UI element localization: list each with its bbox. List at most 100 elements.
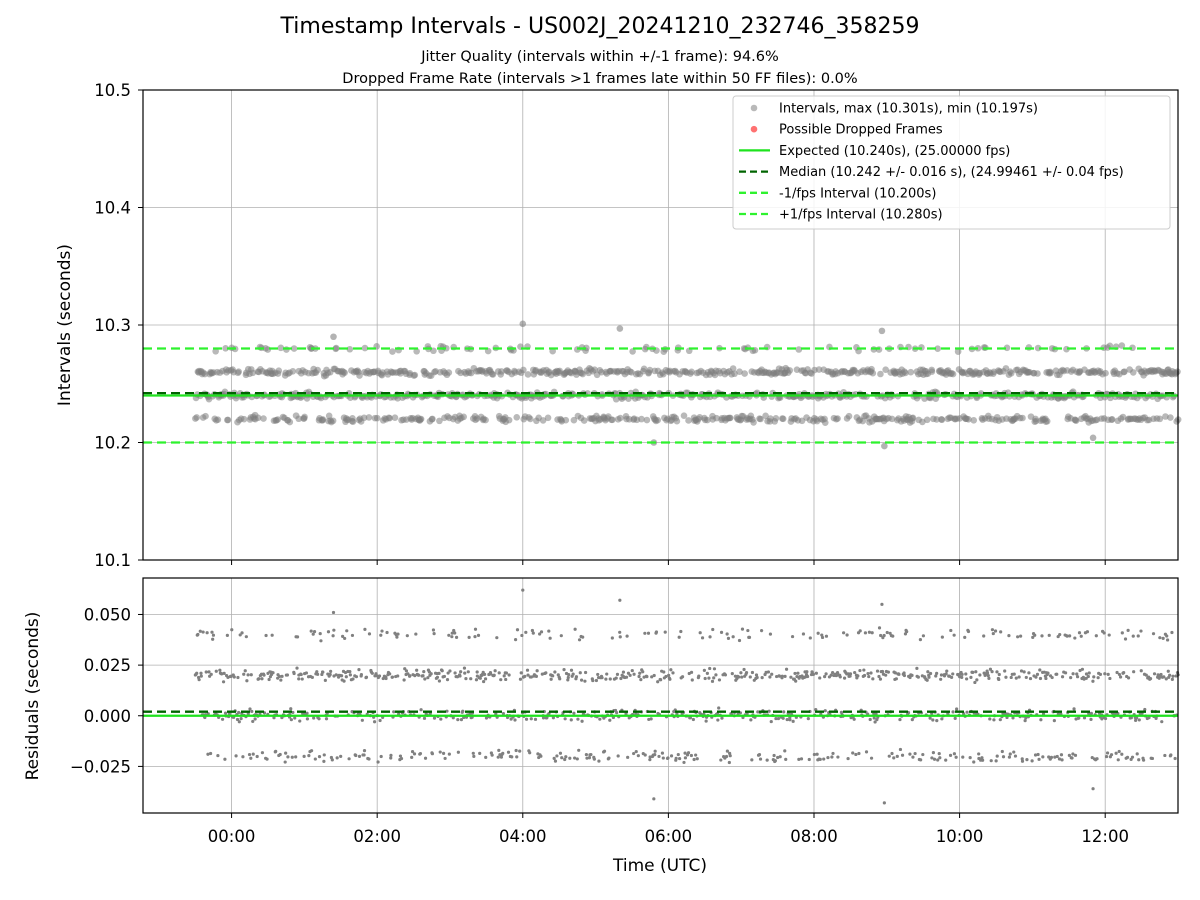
residual-point <box>989 759 993 763</box>
residual-point <box>446 671 450 675</box>
residual-point <box>808 636 812 640</box>
residual-point <box>608 718 612 722</box>
interval-point <box>869 369 877 377</box>
residual-point <box>824 634 829 638</box>
residual-point <box>359 672 363 677</box>
residual-point <box>237 720 241 724</box>
residual-point <box>990 628 995 632</box>
residual-point <box>703 676 707 681</box>
residual-point <box>563 717 567 721</box>
residual-point <box>1052 719 1056 723</box>
residual-point <box>530 628 534 633</box>
residual-point <box>758 757 763 761</box>
residual-point <box>526 673 530 677</box>
residual-point <box>1170 677 1174 681</box>
residual-point <box>949 675 954 680</box>
residual-point <box>766 670 771 674</box>
residual-point <box>594 678 599 683</box>
residual-point <box>510 755 514 759</box>
residual-point <box>459 718 464 722</box>
residual-point <box>1169 753 1173 757</box>
residual-point <box>430 752 434 756</box>
residual-point <box>455 675 460 679</box>
residual-point <box>1077 716 1081 720</box>
residual-point <box>944 758 948 762</box>
residual-point <box>961 755 965 759</box>
residual-point <box>1075 675 1080 679</box>
residual-point <box>770 672 774 676</box>
residual-point <box>796 671 800 675</box>
residual-point <box>962 712 966 716</box>
residual-point <box>931 718 935 722</box>
residual-point <box>230 628 234 632</box>
residual-point <box>300 677 304 681</box>
residual-point <box>357 754 362 758</box>
residual-point <box>364 675 369 679</box>
interval-point <box>673 417 681 425</box>
residual-point <box>389 756 393 760</box>
residual-point <box>616 754 620 758</box>
residual-point <box>576 717 580 721</box>
interval-point <box>570 416 578 424</box>
residual-point <box>558 751 563 755</box>
residual-point <box>450 635 454 639</box>
residual-point <box>829 673 833 677</box>
residual-point <box>871 677 875 681</box>
residual-point <box>429 672 433 676</box>
residual-point <box>727 760 731 765</box>
residuals-grid <box>143 578 1178 813</box>
residual-point <box>539 630 544 634</box>
residual-point <box>677 635 681 639</box>
residual-point <box>311 632 315 636</box>
residual-point <box>639 678 643 682</box>
residual-point <box>1094 634 1098 638</box>
residual-point <box>826 755 830 760</box>
residual-point <box>583 679 587 683</box>
residual-point <box>291 710 295 715</box>
residual-point <box>318 631 322 636</box>
interval-point <box>1047 369 1054 377</box>
residual-point <box>524 717 529 721</box>
residual-point <box>552 756 556 760</box>
residual-point <box>765 758 769 762</box>
interval-point <box>460 413 467 421</box>
residual-point <box>529 717 533 721</box>
interval-point <box>277 344 285 352</box>
residual-point <box>978 673 982 677</box>
residual-point <box>692 757 696 762</box>
interval-point <box>779 415 787 423</box>
interval-point <box>726 414 734 422</box>
interval-point <box>356 372 363 379</box>
interval-point <box>329 417 337 425</box>
residual-point <box>878 677 883 681</box>
interval-point <box>332 344 340 352</box>
interval-point <box>544 414 552 422</box>
intervals-y-axis-label: Intervals (seconds) <box>55 244 75 406</box>
residual-point <box>452 628 456 633</box>
residual-point <box>1095 757 1099 761</box>
residual-point <box>447 633 451 637</box>
residual-point <box>234 754 238 758</box>
residual-point <box>417 673 421 677</box>
residual-point <box>238 633 242 637</box>
residual-point <box>1166 638 1170 642</box>
residual-point <box>952 752 957 756</box>
chart-title: Timestamp Intervals - US002J_20241210_23… <box>280 14 920 39</box>
residual-point <box>1020 759 1025 763</box>
intervals-y-tick-label: 10.5 <box>94 81 131 100</box>
residual-point <box>740 675 744 679</box>
residual-point <box>643 753 647 757</box>
residual-point <box>513 718 517 722</box>
residual-point <box>862 673 867 678</box>
residual-point <box>351 677 355 681</box>
residual-point <box>304 671 308 675</box>
interval-point <box>1032 417 1040 425</box>
residual-point <box>994 759 998 763</box>
residual-point <box>755 675 759 680</box>
residual-point <box>704 719 708 723</box>
residual-point <box>245 679 249 683</box>
residual-point <box>540 672 544 676</box>
interval-point <box>346 345 354 353</box>
residual-point <box>930 756 934 760</box>
residual-point <box>793 671 797 676</box>
